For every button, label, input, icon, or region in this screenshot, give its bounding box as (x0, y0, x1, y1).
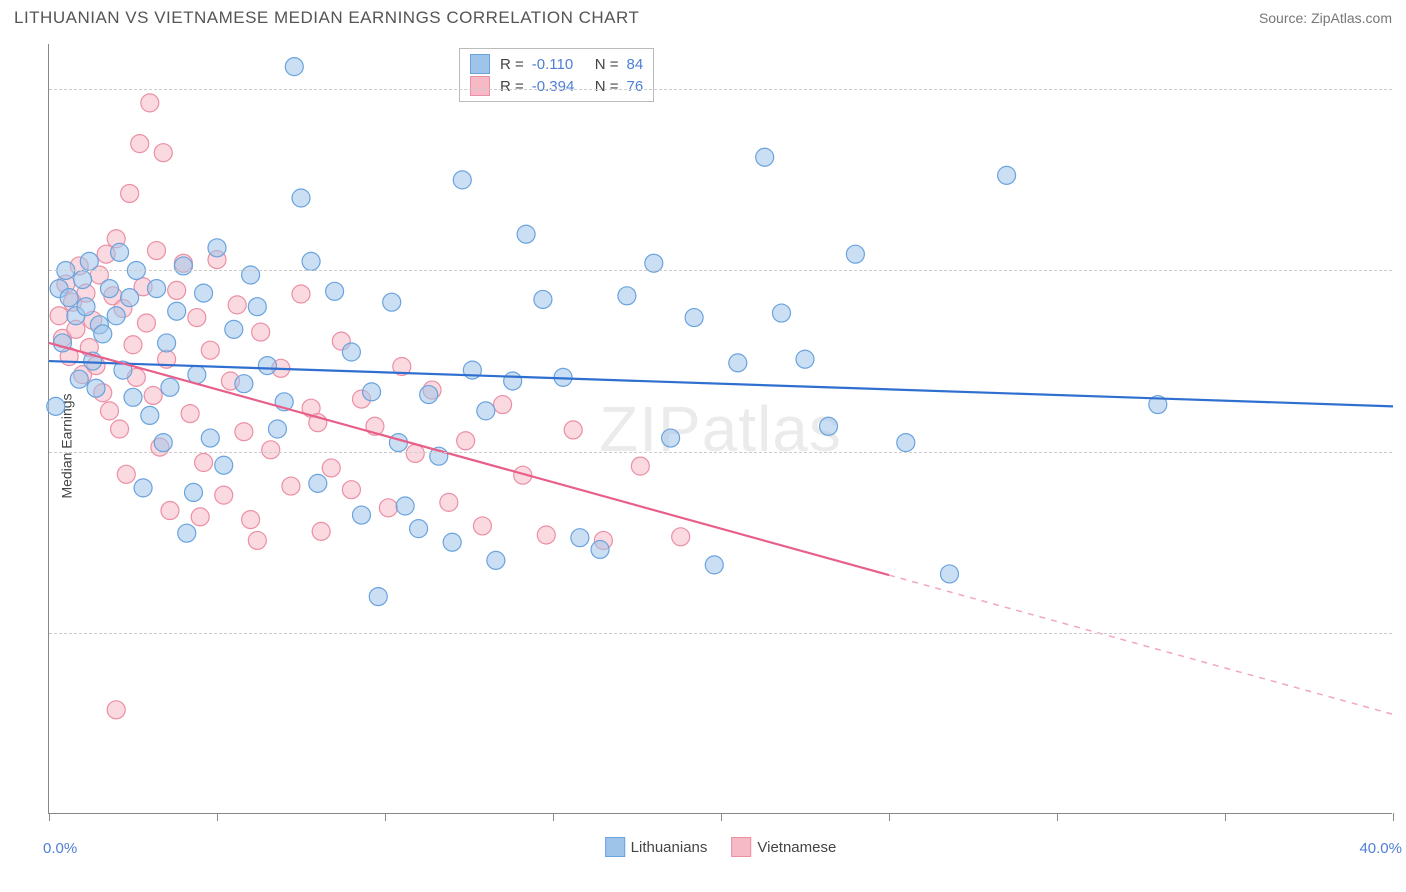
chart-header: LITHUANIAN VS VIETNAMESE MEDIAN EARNINGS… (0, 0, 1406, 34)
correlation-legend: R = -0.110 N = 84 R = -0.394 N = 76 (459, 48, 654, 102)
y-tick-label: $40,000 (1402, 443, 1406, 460)
swatch-vietnamese-bottom (731, 837, 751, 857)
x-tick (385, 813, 386, 821)
r-value-vietnamese: -0.394 (532, 78, 587, 95)
x-tick (1393, 813, 1394, 821)
x-tick (1225, 813, 1226, 821)
gridline-h (49, 270, 1392, 271)
gridline-h (49, 89, 1392, 90)
legend-item-vietnamese: Vietnamese (731, 837, 836, 857)
x-tick (553, 813, 554, 821)
swatch-lithuanians-bottom (605, 837, 625, 857)
gridline-h (49, 633, 1392, 634)
x-tick (49, 813, 50, 821)
n-value-lithuanians: 84 (627, 56, 644, 73)
swatch-lithuanians (470, 54, 490, 74)
series-legend: Lithuanians Vietnamese (605, 837, 837, 857)
x-tick (721, 813, 722, 821)
chart-svg (49, 44, 1392, 813)
chart-plot-area: ZIPatlas R = -0.110 N = 84 R = -0.394 N … (48, 44, 1392, 814)
chart-title: LITHUANIAN VS VIETNAMESE MEDIAN EARNINGS… (14, 8, 639, 28)
r-value-lithuanians: -0.110 (532, 56, 587, 73)
x-tick (1057, 813, 1058, 821)
x-tick (889, 813, 890, 821)
legend-row-vietnamese: R = -0.394 N = 76 (470, 75, 643, 97)
x-axis-start-label: 0.0% (43, 840, 77, 857)
legend-label-vietnamese: Vietnamese (757, 839, 836, 856)
legend-item-lithuanians: Lithuanians (605, 837, 708, 857)
x-tick (217, 813, 218, 821)
gridline-h (49, 452, 1392, 453)
legend-row-lithuanians: R = -0.110 N = 84 (470, 53, 643, 75)
n-value-vietnamese: 76 (627, 78, 644, 95)
source-attribution: Source: ZipAtlas.com (1259, 10, 1392, 26)
x-axis-end-label: 40.0% (1359, 840, 1402, 857)
swatch-vietnamese (470, 76, 490, 96)
y-tick-label: $80,000 (1402, 81, 1406, 98)
legend-label-lithuanians: Lithuanians (631, 839, 708, 856)
y-tick-label: $20,000 (1402, 624, 1406, 641)
y-tick-label: $60,000 (1402, 262, 1406, 279)
